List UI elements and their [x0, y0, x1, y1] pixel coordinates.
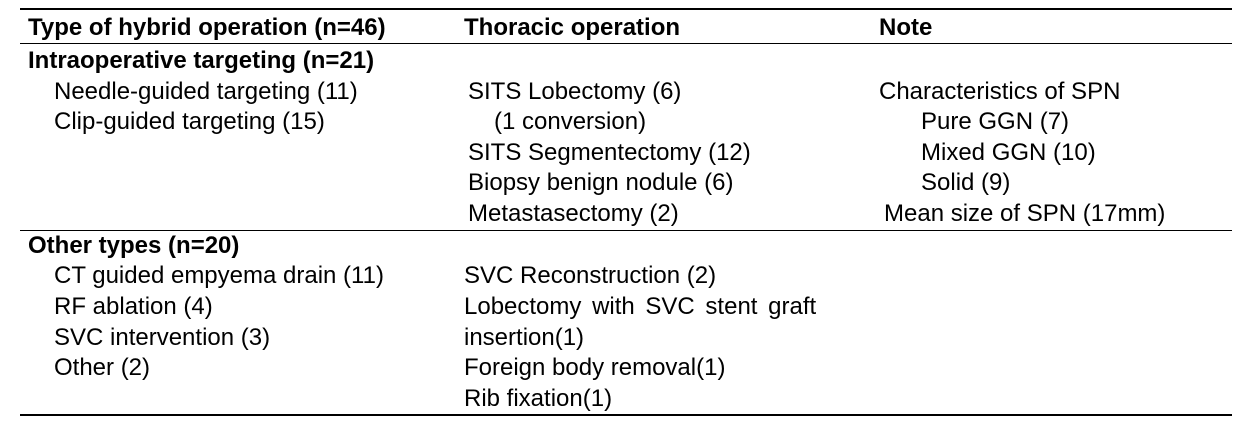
section-rule: [20, 230, 1232, 231]
section2-col2-item: Foreign body removal(1): [464, 354, 726, 381]
section2-col2-item: Lobectomy with SVC stent graft: [464, 293, 817, 320]
section2-title: Other types (n=20): [28, 232, 240, 259]
section1-col2-item: (1 conversion): [494, 108, 647, 135]
section1-col1-item: Clip-guided targeting (15): [54, 108, 325, 135]
section2-col2-item: insertion(1): [464, 324, 585, 351]
top-rule: [20, 8, 1232, 10]
section2-col2-item: SVC Reconstruction (2): [464, 262, 717, 289]
section1-col1-item: Needle-guided targeting (11): [54, 78, 358, 105]
header-col1: Type of hybrid operation (n=46): [28, 14, 386, 41]
section1-col2-item: SITS Segmentectomy (12): [468, 139, 751, 166]
header-col3: Note: [879, 14, 933, 41]
section1-col2-item: Biopsy benign nodule (6): [468, 169, 734, 196]
header-rule: [20, 43, 1232, 44]
section1-col3-item: Pure GGN (7): [921, 108, 1070, 135]
section1-col3-item: Mixed GGN (10): [921, 139, 1096, 166]
section2-col1-item: Other (2): [54, 354, 151, 381]
bottom-rule: [20, 414, 1232, 416]
section1-col2-item: Metastasectomy (2): [468, 200, 679, 227]
header-col2: Thoracic operation: [464, 14, 681, 41]
section2-col2-item: Rib fixation(1): [464, 385, 613, 412]
section2-col1-item: SVC intervention (3): [54, 324, 271, 351]
section1-col2-item: SITS Lobectomy (6): [468, 78, 682, 105]
hybrid-operation-table: Type of hybrid operation (n=46) Thoracic…: [20, 0, 1232, 436]
section1-title: Intraoperative targeting (n=21): [28, 47, 375, 74]
section1-col3-item: Characteristics of SPN: [879, 78, 1121, 105]
section1-col3-item: Mean size of SPN (17mm): [884, 200, 1166, 227]
section2-col1-item: RF ablation (4): [54, 293, 213, 320]
section1-col3-item: Solid (9): [921, 169, 1011, 196]
section2-col1-item: CT guided empyema drain (11): [54, 262, 384, 289]
